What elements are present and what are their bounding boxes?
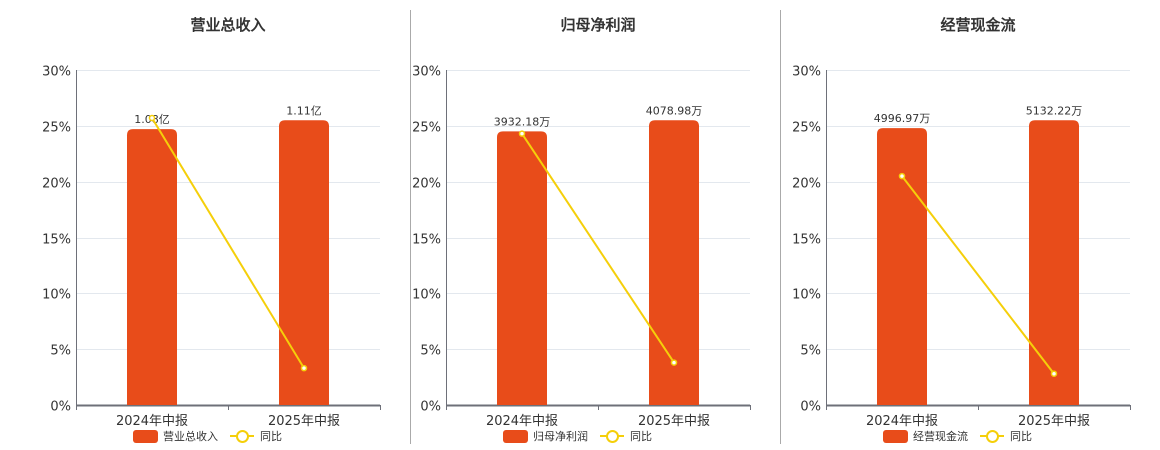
legend-bar-label[interactable]: 归母净利润 (533, 430, 588, 443)
y-tick-label: 15% (792, 233, 821, 248)
chart-plot: 0% 5% 10% 15% 20% 25% 30% 3932.18万 2024年中报 4078.9… (412, 65, 751, 429)
bar-value-label: 5132.22万 (1026, 104, 1083, 117)
y-tick-label: 30% (412, 65, 441, 80)
y-tick-label: 5% (420, 344, 441, 359)
chart-panel-operating-cash-flow: 经营现金流 0% 5% 10% 15% 20% 25% 30% 4996.97万 2024年中报… (780, 0, 1160, 450)
y-tick-label: 15% (42, 233, 71, 248)
bar-value-label: 4078.98万 (646, 104, 703, 117)
chart-title: 归母净利润 (560, 16, 636, 34)
x-category-label: 2025年中报 (268, 414, 340, 429)
y-tick-label: 0% (50, 400, 71, 415)
legend-line-marker-icon[interactable] (980, 429, 1004, 443)
bar-value-label: 3932.18万 (494, 115, 551, 128)
y-tick-label: 10% (42, 288, 71, 303)
yoy-point (148, 114, 156, 122)
legend-line-label[interactable]: 同比 (260, 430, 282, 443)
bar (127, 129, 177, 405)
bar (877, 128, 927, 406)
bar (279, 120, 329, 405)
y-tick-label: 5% (800, 344, 821, 359)
legend-line-marker-icon[interactable] (600, 429, 624, 443)
legend-bar-swatch-icon[interactable] (503, 429, 528, 443)
chart-title: 经营现金流 (940, 16, 1016, 34)
yoy-line (901, 175, 1055, 375)
yoy-line (521, 133, 675, 364)
y-tick-label: 10% (792, 288, 821, 303)
yoy-line (151, 117, 305, 369)
y-tick-label: 20% (412, 177, 441, 192)
y-tick-label: 25% (792, 121, 821, 136)
chart-title: 营业总收入 (190, 16, 266, 34)
y-tick-label: 20% (42, 177, 71, 192)
y-tick-label: 30% (42, 65, 71, 80)
y-tick-label: 25% (42, 121, 71, 136)
x-category-label: 2024年中报 (486, 414, 558, 429)
yoy-point (518, 130, 526, 137)
x-category-label: 2025年中报 (638, 414, 710, 429)
bar (1029, 120, 1079, 405)
chart-plot: 0% 5% 10% 15% 20% 25% 30% 4996.97万 2024年中报 5132.2… (792, 65, 1131, 429)
y-tick-label: 15% (412, 233, 441, 248)
bar-value-label: 4996.97万 (874, 112, 931, 125)
legend-bar-swatch-icon[interactable] (133, 429, 158, 443)
bar (649, 120, 699, 405)
x-category-label: 2024年中报 (866, 414, 938, 429)
yoy-point (300, 364, 308, 372)
legend-bar-swatch-icon[interactable] (883, 429, 908, 443)
yoy-point (670, 359, 678, 366)
legend-line-label[interactable]: 同比 (630, 430, 652, 443)
yoy-point (1050, 370, 1058, 377)
legend-bar-label[interactable]: 营业总收入 (163, 430, 218, 443)
legend-line-marker-icon[interactable] (230, 429, 254, 443)
bar (497, 131, 547, 405)
x-category-label: 2025年中报 (1018, 414, 1090, 429)
chart-panel-revenue: 营业总收入 0%5%10%15%20%25%30%1.08亿2024年中报1.1… (0, 0, 410, 450)
y-tick-label: 30% (792, 65, 821, 80)
y-tick-label: 0% (800, 400, 821, 415)
chart-legend: 营业总收入 同比 (133, 428, 282, 444)
chart-legend: 经营现金流 同比 (883, 428, 1032, 444)
panel-divider (780, 10, 781, 444)
bar-value-label: 1.11亿 (286, 104, 322, 117)
chart-plot: 0%5%10%15%20%25%30%1.08亿2024年中报1.11亿2025… (42, 65, 381, 429)
x-category-label: 2024年中报 (116, 414, 188, 429)
yoy-point (898, 172, 906, 180)
chart-legend: 归母净利润 同比 (503, 428, 652, 444)
legend-bar-label[interactable]: 经营现金流 (913, 430, 968, 443)
panel-divider (410, 10, 411, 444)
y-tick-label: 5% (50, 344, 71, 359)
legend-line-label[interactable]: 同比 (1010, 430, 1032, 443)
y-tick-label: 25% (412, 121, 441, 136)
chart-panel-net-profit: 归母净利润 0% 5% 10% 15% 20% 25% 30% 3932.18万 2024年中报… (410, 0, 780, 450)
y-tick-label: 20% (792, 177, 821, 192)
y-tick-label: 10% (412, 288, 441, 303)
y-tick-label: 0% (420, 400, 441, 415)
